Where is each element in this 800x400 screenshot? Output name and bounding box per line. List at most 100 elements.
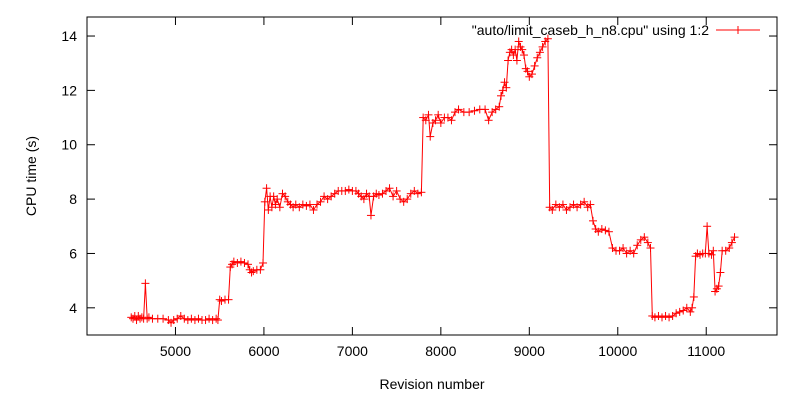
data-point bbox=[137, 313, 146, 322]
data-point bbox=[169, 316, 178, 325]
x-tick-label: 10000 bbox=[598, 343, 637, 359]
data-point bbox=[709, 246, 718, 255]
data-point bbox=[725, 244, 734, 253]
data-point bbox=[256, 265, 265, 274]
x-tick-label: 6000 bbox=[248, 343, 279, 359]
data-point bbox=[212, 314, 221, 323]
data-point bbox=[629, 249, 638, 258]
data-point bbox=[344, 185, 353, 194]
data-point bbox=[646, 244, 655, 253]
data-point bbox=[514, 37, 523, 46]
data-point bbox=[385, 184, 394, 193]
data-point bbox=[217, 297, 226, 306]
x-axis-ticks: 5000 6000 7000 8000 9000 10000 11000 bbox=[160, 17, 725, 359]
data-point bbox=[533, 53, 542, 62]
data-point bbox=[686, 307, 695, 316]
data-point bbox=[359, 195, 368, 204]
y-tick-label: 6 bbox=[69, 245, 77, 261]
data-point bbox=[484, 116, 493, 125]
data-point bbox=[643, 238, 652, 247]
data-point bbox=[589, 216, 597, 225]
data-point bbox=[558, 200, 567, 209]
data-point bbox=[497, 91, 505, 100]
data-point bbox=[127, 313, 136, 322]
data-point bbox=[597, 225, 606, 233]
data-point bbox=[233, 258, 242, 267]
y-tick-label: 12 bbox=[61, 82, 77, 98]
data-point bbox=[305, 200, 314, 209]
data-point bbox=[240, 258, 249, 267]
data-point bbox=[259, 258, 268, 267]
data-point bbox=[509, 51, 518, 60]
data-point bbox=[495, 102, 504, 111]
y-tick-label: 10 bbox=[61, 137, 77, 153]
data-point bbox=[512, 56, 521, 65]
data-point bbox=[586, 200, 595, 209]
data-point bbox=[601, 226, 610, 235]
data-point bbox=[374, 191, 383, 200]
data-point bbox=[431, 116, 440, 125]
data-point bbox=[465, 108, 474, 117]
data-point bbox=[298, 200, 307, 209]
data-point bbox=[275, 203, 284, 212]
data-point bbox=[502, 83, 511, 92]
data-point bbox=[538, 42, 547, 51]
data-point bbox=[302, 201, 311, 210]
data-point bbox=[316, 197, 325, 206]
x-tick-label: 8000 bbox=[425, 343, 456, 359]
data-point bbox=[518, 45, 527, 54]
x-tick-label: 7000 bbox=[337, 343, 368, 359]
x-tick-label: 5000 bbox=[160, 343, 191, 359]
x-tick-label: 9000 bbox=[514, 343, 545, 359]
x-tick-label: 11000 bbox=[687, 343, 725, 359]
y-tick-label: 8 bbox=[69, 191, 77, 207]
data-point bbox=[604, 227, 613, 236]
data-point bbox=[654, 311, 663, 320]
data-point bbox=[205, 314, 214, 323]
data-point bbox=[675, 307, 684, 316]
data-point bbox=[633, 241, 642, 250]
data-point bbox=[535, 48, 544, 57]
data-point bbox=[403, 195, 412, 204]
data-point bbox=[523, 67, 532, 76]
data-point bbox=[470, 106, 479, 115]
y-tick-label: 14 bbox=[61, 28, 77, 44]
data-point bbox=[689, 292, 698, 301]
data-point bbox=[389, 192, 398, 201]
y-axis-ticks: 4 6 8 10 12 14 bbox=[61, 28, 777, 316]
data-point bbox=[434, 110, 443, 119]
data-point bbox=[194, 314, 203, 323]
data-point bbox=[661, 311, 670, 320]
data-point bbox=[224, 295, 233, 304]
data-point bbox=[190, 316, 199, 325]
data-point bbox=[665, 313, 674, 322]
data-point bbox=[421, 116, 430, 125]
data-point bbox=[366, 211, 375, 220]
data-point bbox=[650, 313, 659, 322]
data-point bbox=[511, 45, 520, 54]
series-line bbox=[130, 37, 735, 324]
plot-frame bbox=[86, 16, 778, 336]
data-point bbox=[672, 309, 681, 318]
data-point bbox=[730, 233, 739, 242]
data-point bbox=[527, 70, 536, 79]
legend-marker bbox=[734, 26, 742, 34]
data-point bbox=[520, 51, 528, 60]
data-point bbox=[658, 313, 666, 322]
data-point bbox=[201, 316, 210, 325]
data-point bbox=[703, 222, 712, 231]
data-point bbox=[236, 257, 245, 266]
data-point bbox=[548, 205, 557, 214]
data-point bbox=[424, 110, 433, 119]
data-point bbox=[481, 105, 490, 114]
data-point bbox=[249, 267, 258, 276]
data-point bbox=[714, 282, 723, 291]
data-point bbox=[543, 34, 552, 43]
y-tick-label: 4 bbox=[69, 300, 77, 316]
data-point bbox=[159, 314, 168, 323]
data-point bbox=[707, 250, 716, 259]
data-point bbox=[273, 195, 282, 204]
data-point bbox=[183, 316, 192, 325]
data-point bbox=[640, 233, 649, 242]
data-point bbox=[281, 192, 290, 201]
